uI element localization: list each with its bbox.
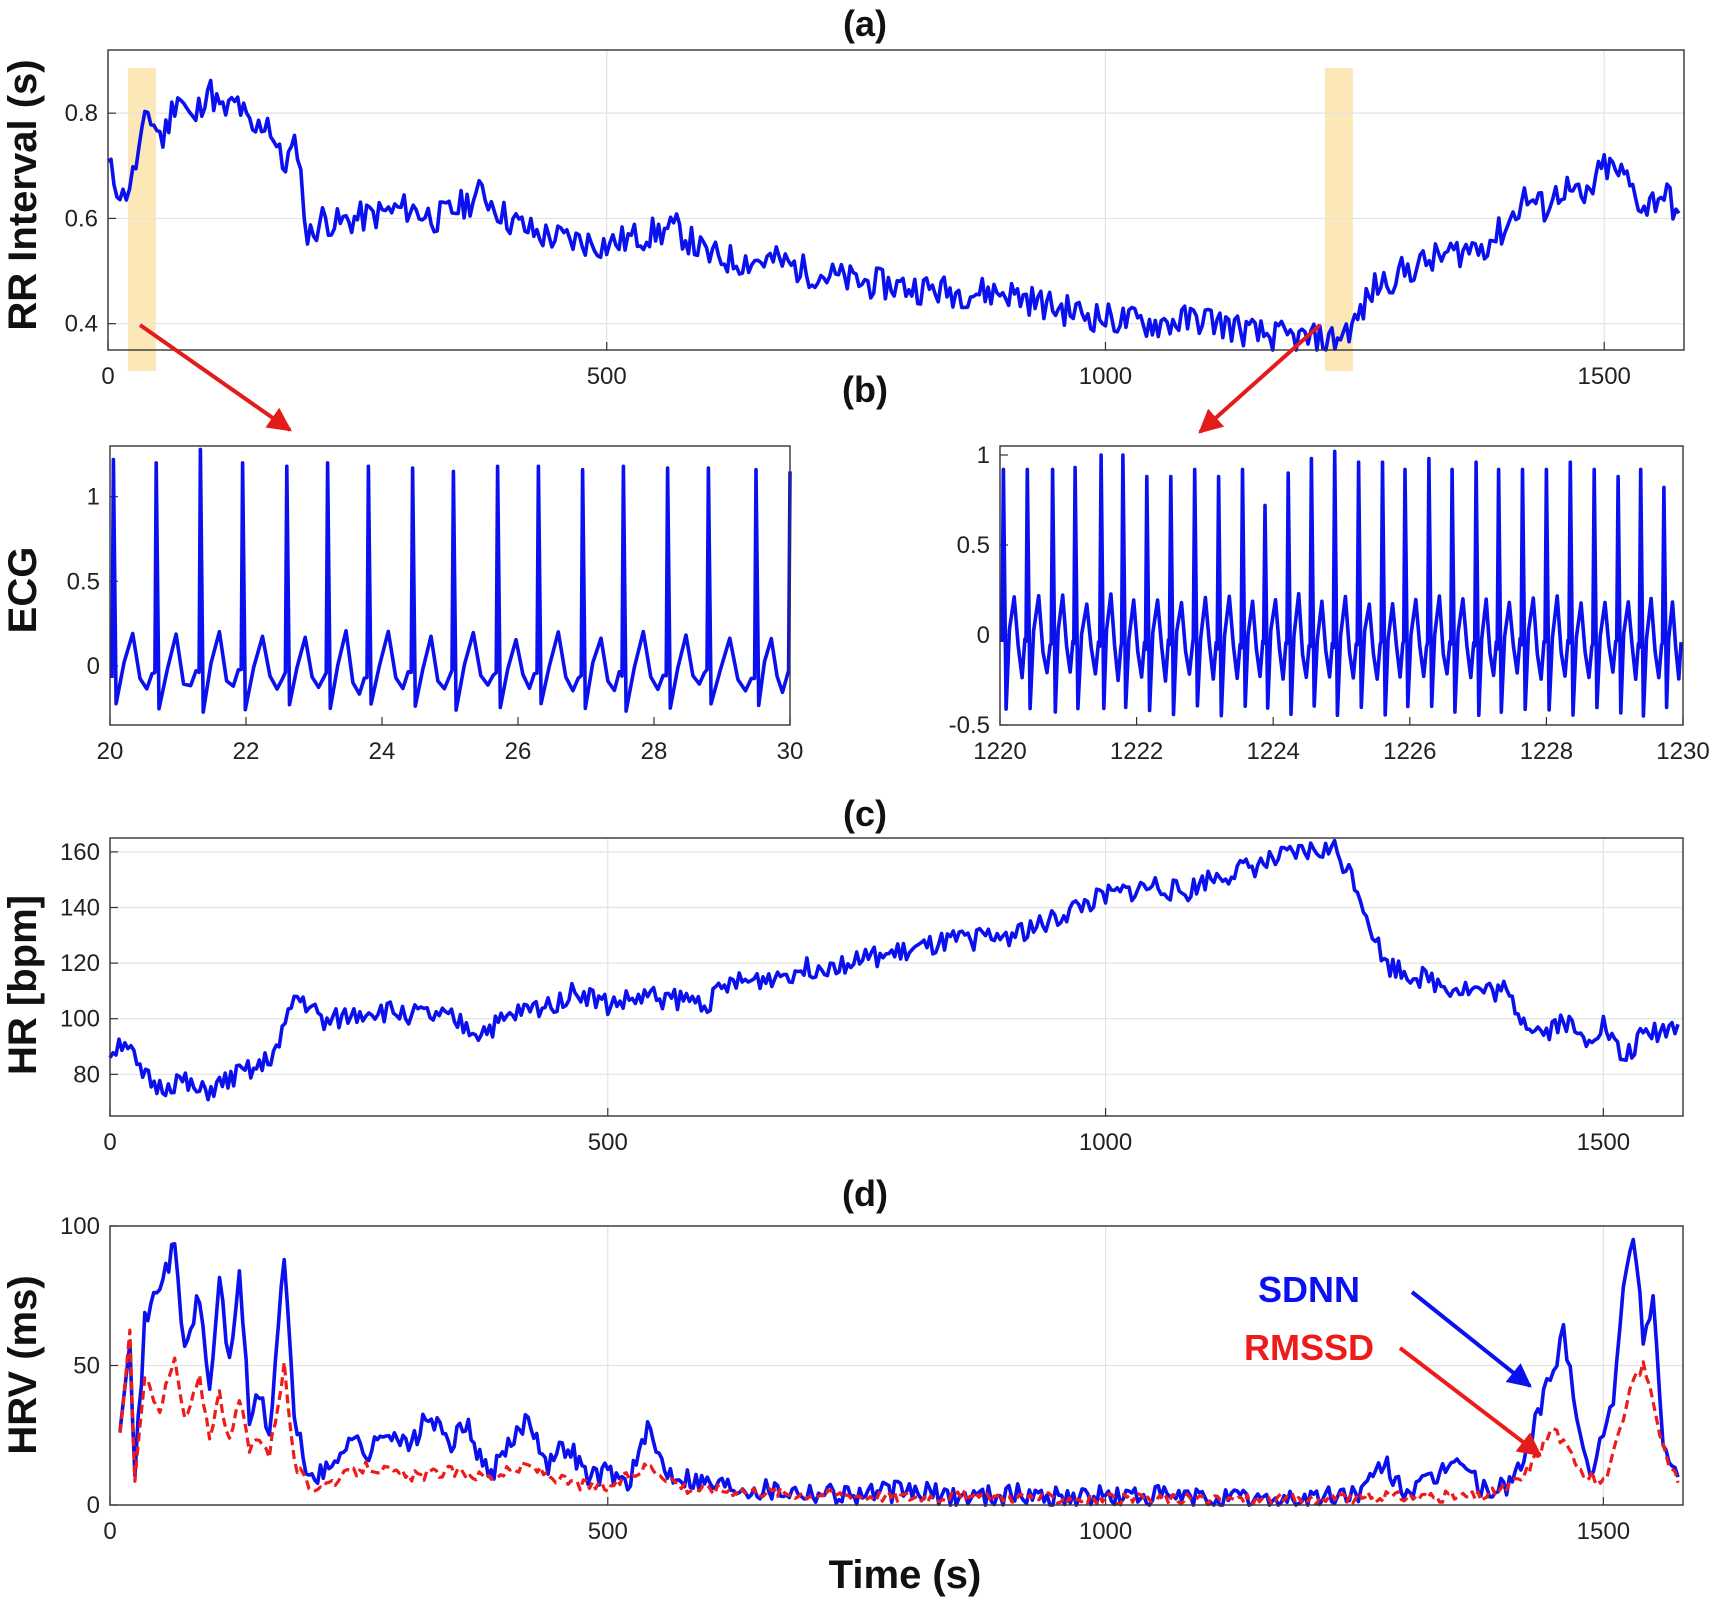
panel-a-rr-interval: 0 500 1000 1500 0.4 0.6 0.8 [65,49,1685,390]
ylabel-c: HR [bpm] [1,895,45,1075]
ytick-label-a-2: 0.8 [65,100,98,127]
panel-b-ecg-right: 1220 1222 1224 1226 1228 1230 -0.5 0 0.5 1 [949,442,1710,765]
annotation-arrow-sdnn [1410,1290,1532,1388]
series-line-d-sdnn [118,1237,1680,1507]
ylabel-a: RR Interval (s) [1,59,45,330]
xtick-label-b2-0: 1220 [973,738,1026,765]
xtick-label-a-2: 1000 [1079,363,1132,390]
annotation-sdnn: SDNN [1258,1269,1360,1310]
panel-title-a: (a) [843,3,887,44]
panel-c-heart-rate: 0 500 1000 1500 80 100 120 140 160 [60,837,1684,1156]
xtick-label-b1-2: 24 [369,738,396,765]
ytick-label-d-2: 100 [60,1213,100,1240]
series-line-a-0 [107,78,1681,352]
plot-frame-c [109,837,1684,1117]
xtick-label-c-3: 1500 [1577,1129,1630,1156]
plot-area-a [108,50,1684,350]
ytick-label-c-4: 160 [60,839,100,866]
panel-title-d: (d) [842,1173,888,1214]
xtick-label-b1-3: 26 [505,738,532,765]
xtick-label-d-0: 0 [103,1518,116,1545]
zoom-arrow-left [138,323,292,432]
ytick-label-d-1: 50 [73,1353,100,1380]
xtick-label-b1-4: 28 [641,738,668,765]
plot-frame-d [109,1225,1684,1506]
xtick-label-d-3: 1500 [1577,1518,1630,1545]
annotation-arrow-rmssd [1398,1346,1542,1457]
xtick-label-a-1: 500 [587,363,627,390]
ytick-label-b1-0: 0 [87,653,100,680]
series-line-d-rmssd [118,1328,1680,1507]
xtick-label-b2-2: 1224 [1247,738,1300,765]
ytick-label-b1-1: 0.5 [67,568,100,595]
ytick-label-c-0: 80 [73,1061,100,1088]
ytick-label-b2-0: -0.5 [949,712,990,739]
ytick-label-c-1: 100 [60,1006,100,1033]
annotation-rmssd: RMSSD [1244,1327,1374,1368]
ylabel-b: ECG [1,547,45,634]
xtick-label-a-0: 0 [101,363,114,390]
ytick-label-c-3: 140 [60,895,100,922]
xtick-label-d-1: 500 [588,1518,628,1545]
xtick-label-c-1: 500 [588,1129,628,1156]
xtick-label-b1-1: 22 [233,738,260,765]
highlight-band-a-1 [1324,68,1353,371]
xtick-label-c-0: 0 [103,1129,116,1156]
xlabel-time: Time (s) [829,1553,982,1597]
ytick-label-d-0: 0 [87,1492,100,1519]
series-line-c-0 [108,838,1680,1102]
ytick-label-b2-1: 0 [977,622,990,649]
xtick-label-b2-4: 1228 [1520,738,1573,765]
plot-frame-b2 [999,445,1684,726]
ytick-label-a-1: 0.6 [65,205,98,232]
plot-area-b1 [110,446,790,725]
xtick-label-b2-3: 1226 [1383,738,1436,765]
ytick-label-c-2: 120 [60,950,100,977]
xtick-label-b1-5: 30 [777,738,804,765]
panel-title-c: (c) [843,793,887,834]
xtick-label-d-2: 1000 [1079,1518,1132,1545]
xtick-label-b2-5: 1230 [1656,738,1709,765]
xtick-label-b2-1: 1222 [1110,738,1163,765]
series-line-b2-ecg [1000,449,1683,718]
ytick-label-b1-2: 1 [87,484,100,511]
xtick-label-a-3: 1500 [1578,363,1631,390]
ylabel-d: HRV (ms) [1,1275,45,1454]
zoom-arrow-right [1198,323,1322,434]
panel-title-b: (b) [842,369,888,410]
plot-frame-a [107,49,1685,351]
ytick-label-b2-2: 0.5 [957,532,990,559]
plot-frame-b1 [109,445,791,726]
ytick-label-b2-3: 1 [977,442,990,469]
xtick-label-b1-0: 20 [97,738,124,765]
panel-b-ecg-left: 20 22 24 26 28 30 0 0.5 1 [67,445,804,765]
ytick-label-a-0: 0.4 [65,311,98,338]
series-line-b1-ecg [110,447,792,714]
xtick-label-c-2: 1000 [1079,1129,1132,1156]
